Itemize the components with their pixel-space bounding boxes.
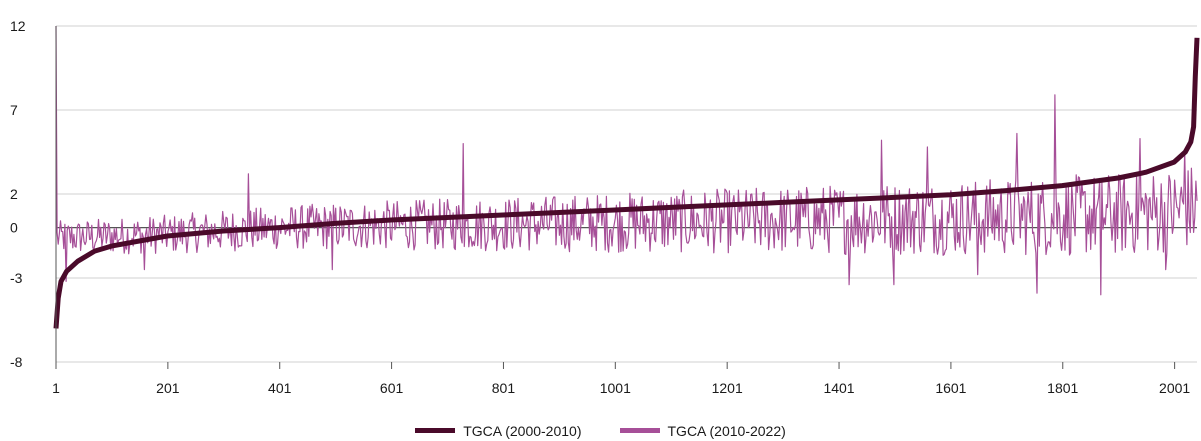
y-tick-label-1: -3 <box>10 270 23 286</box>
y-tick-label-3: 2 <box>10 186 18 202</box>
x-tick-label-10: 2001 <box>1159 380 1190 396</box>
x-tick-label-0: 1 <box>52 380 60 396</box>
y-tick-label-5: 12 <box>10 18 26 34</box>
y-tick-label-2: 0 <box>10 220 18 236</box>
series-1-layer <box>53 37 1200 329</box>
x-tick-label-9: 1801 <box>1047 380 1078 396</box>
x-tick-label-4: 801 <box>492 380 516 396</box>
series-2-layer <box>55 25 1198 296</box>
x-tick-label-3: 601 <box>380 380 404 396</box>
series-1-line <box>53 37 1200 329</box>
x-tick-label-7: 1401 <box>823 380 854 396</box>
x-tick-label-6: 1201 <box>712 380 743 396</box>
y-tick-label-0: -8 <box>10 354 23 370</box>
gridlines <box>56 25 1197 363</box>
legend: TGCA (2000-2010) TGCA (2010-2022) <box>0 420 1201 441</box>
x-tick-label-8: 1601 <box>935 380 966 396</box>
legend-label-series-1: TGCA (2000-2010) <box>463 422 582 439</box>
x-tick-label-2: 401 <box>268 380 292 396</box>
y-tick-label-4: 7 <box>10 102 18 118</box>
legend-item-series-1: TGCA (2000-2010) <box>415 422 582 439</box>
legend-item-series-2: TGCA (2010-2022) <box>619 422 786 439</box>
legend-swatch-series-2 <box>619 428 660 433</box>
x-tick-label-1: 201 <box>156 380 180 396</box>
legend-swatch-series-1 <box>415 428 456 433</box>
x-tick-label-5: 1001 <box>600 380 631 396</box>
legend-label-series-2: TGCA (2010-2022) <box>667 422 786 439</box>
series-2-line <box>55 25 1198 296</box>
